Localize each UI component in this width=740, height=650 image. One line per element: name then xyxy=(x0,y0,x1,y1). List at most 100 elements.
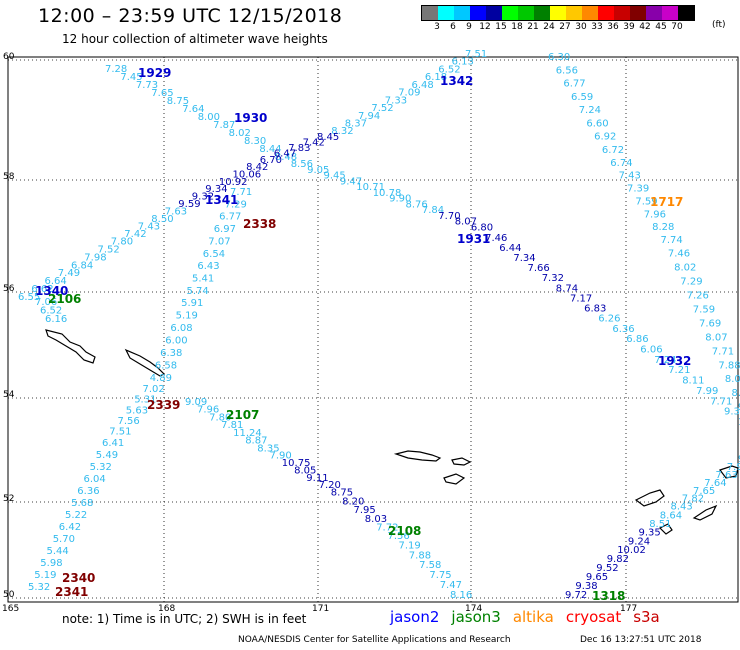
track-pass-label: 2108 xyxy=(388,524,421,538)
lon-tick-label: 177 xyxy=(620,604,637,614)
wave-height-value: 7.65 xyxy=(151,88,173,99)
wave-height-value: 6.08 xyxy=(170,323,192,334)
legend-label: 30 xyxy=(575,22,587,32)
legend-label: 12 xyxy=(479,22,491,32)
track-pass-label: 1717 xyxy=(650,195,683,209)
wave-height-value: 7.26 xyxy=(687,291,709,302)
wave-height-value: 7.39 xyxy=(627,184,649,195)
wave-height-value: 7.83 xyxy=(288,143,310,154)
satellite-name: jason2 xyxy=(390,608,440,626)
wave-height-value: 7.98 xyxy=(84,252,106,263)
wave-height-value: 8.07 xyxy=(455,217,477,228)
wave-height-value: 7.88 xyxy=(718,360,740,371)
wave-height-value: 6.74 xyxy=(610,158,632,169)
legend-unit: (ft) xyxy=(712,20,726,30)
wave-height-value: 8.35 xyxy=(257,443,279,454)
wave-height-value: 8.51 xyxy=(649,519,671,530)
track-pass-label: 1342 xyxy=(440,74,473,88)
wave-height-value: 7.51 xyxy=(465,49,487,60)
wave-height-value: 5.32 xyxy=(28,582,50,593)
legend-swatch xyxy=(662,6,678,20)
wave-height-value: 5.31 xyxy=(134,395,156,406)
lon-tick-label: 174 xyxy=(465,604,482,614)
legend-swatch xyxy=(518,6,534,20)
wave-height-value: 8.01 xyxy=(725,374,740,385)
wave-height-value: 7.56 xyxy=(118,416,140,427)
wave-height-value: 7.63 xyxy=(716,470,738,481)
legend-swatch xyxy=(438,6,454,20)
map-subtitle: 12 hour collection of altimeter wave hei… xyxy=(62,32,328,46)
wave-height-value: 8.56 xyxy=(291,159,313,170)
wave-height-value: 8.76 xyxy=(406,199,428,210)
legend-label: 33 xyxy=(591,22,603,32)
wave-height-value: 7.95 xyxy=(354,505,376,516)
wave-height-value: 6.92 xyxy=(594,132,616,143)
wave-height-value: 9.72 xyxy=(565,590,587,601)
wave-height-value: 9.90 xyxy=(389,194,411,205)
footer-timestamp: Dec 16 13:27:51 UTC 2018 xyxy=(580,635,702,645)
wave-height-value: 7.88 xyxy=(409,550,431,561)
wave-height-value: 8.75 xyxy=(167,96,189,107)
wave-height-value: 5.19 xyxy=(176,311,198,322)
wave-height-value: 10.78 xyxy=(373,188,402,199)
wave-height-value: 10.71 xyxy=(356,182,385,193)
wave-height-value: 9.35 xyxy=(724,407,740,418)
lon-tick-label: 168 xyxy=(158,604,175,614)
wave-height-value: 6.86 xyxy=(626,334,648,345)
wave-height-value: 7.87 xyxy=(213,120,235,131)
wave-height-value: 8.48 xyxy=(275,152,297,163)
wave-height-value: 9.1 xyxy=(738,454,740,465)
wave-height-value: 9.11 xyxy=(306,473,328,484)
wave-height-value: 5.70 xyxy=(53,534,75,545)
wave-height-value: 7.52 xyxy=(98,245,120,256)
wave-height-value: 9.09 xyxy=(185,397,207,408)
legend-label: 39 xyxy=(623,22,635,32)
wave-height-value: 6.13 xyxy=(452,57,474,68)
wave-height-value: 9.2 xyxy=(738,402,740,413)
track-pass-label: 2107 xyxy=(226,408,259,422)
wave-height-value: 7.09 xyxy=(398,88,420,99)
wave-height-value: 7.56 xyxy=(388,531,410,542)
wave-height-value: 11.24 xyxy=(233,428,262,439)
wave-height-value: 7.96 xyxy=(197,405,219,416)
wave-height-value: 8.44 xyxy=(259,144,281,155)
wave-height-value: 7.02 xyxy=(143,384,165,395)
legend-swatches xyxy=(421,5,695,21)
wave-height-value: 5.68 xyxy=(71,498,93,509)
wave-height-value: 6.72 xyxy=(602,145,624,156)
wave-height-value: 7.52 xyxy=(371,103,393,114)
wave-height-value: 9.34 xyxy=(205,184,227,195)
legend-label: 21 xyxy=(527,22,539,32)
wave-height-value: 5.98 xyxy=(40,558,62,569)
wave-height-value: 8.28 xyxy=(652,222,674,233)
wave-height-value: 7.21 xyxy=(668,365,690,376)
wave-height-value: 7.63 xyxy=(165,207,187,218)
wave-height-value: 7.69 xyxy=(699,319,721,330)
track-pass-label: 1929 xyxy=(138,66,171,80)
wave-height-value: 6.52 xyxy=(40,306,62,317)
wave-height-value: 8.71 xyxy=(732,388,740,399)
wave-height-value: 9.24 xyxy=(628,537,650,548)
wave-height-value: 9.65 xyxy=(586,572,608,583)
wave-height-value: 6.70 xyxy=(260,155,282,166)
wave-height-value: 5.74 xyxy=(187,286,209,297)
track-pass-label: 1931 xyxy=(457,232,490,246)
wave-height-value: 4.89 xyxy=(150,373,172,384)
legend-label: 18 xyxy=(511,22,523,32)
wave-height-value: 6.18 xyxy=(425,72,447,83)
legend-label: 9 xyxy=(466,22,472,32)
map-title: 12:00 – 23:59 UTC 12/15/2018 xyxy=(38,5,343,27)
wave-height-value: 8.45 xyxy=(317,132,339,143)
wave-height-value: 7.29 xyxy=(680,277,702,288)
legend-label: 15 xyxy=(495,22,507,32)
wave-height-value: 7.24 xyxy=(579,105,601,116)
track-pass-label: 2106 xyxy=(48,292,81,306)
lat-tick-label: 50 xyxy=(3,590,15,600)
wave-height-value: 10.02 xyxy=(617,545,646,556)
wave-height-value: 7.80 xyxy=(111,237,133,248)
lat-tick-label: 52 xyxy=(3,494,14,504)
wave-height-value: 8.87 xyxy=(245,436,267,447)
wave-height-value: 9.38 xyxy=(575,581,597,592)
wave-height-value: 7.64 xyxy=(704,478,726,489)
wave-height-value: 8.50 xyxy=(151,214,173,225)
